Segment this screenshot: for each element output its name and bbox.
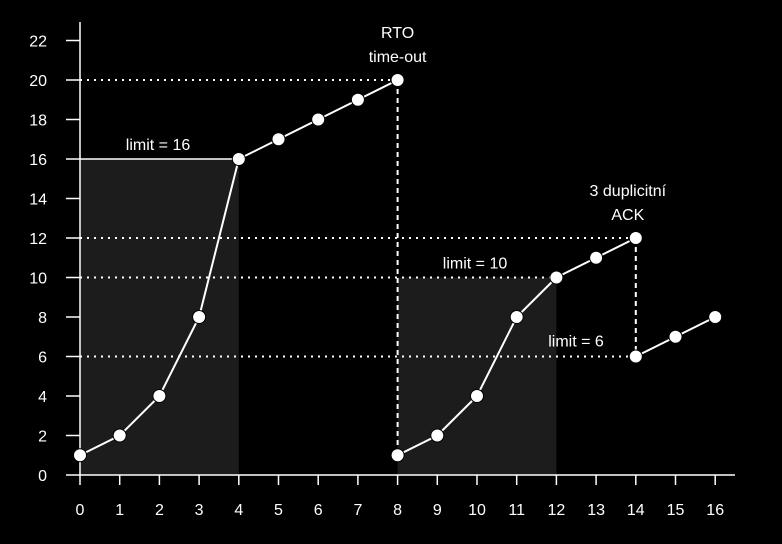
- annotation-0-line-1: time-out: [369, 49, 427, 66]
- data-point-s2-1: [668, 329, 683, 344]
- data-point-s0-2: [152, 389, 167, 403]
- y-tick-label-6: 6: [38, 350, 47, 367]
- y-tick-label-2: 2: [38, 429, 47, 446]
- shaded-region-0: [80, 159, 239, 475]
- annotations: limit = 16 limit = 10 limit = 6 RTO time-out…: [126, 25, 667, 351]
- data-point-s2-0: [628, 349, 643, 364]
- y-tick-label-10: 10: [29, 271, 47, 288]
- data-point-s1-3: [509, 310, 524, 324]
- data-point-s0-8: [390, 73, 405, 87]
- data-point-s1-2: [470, 389, 484, 403]
- x-tick-label-3: 3: [195, 502, 204, 519]
- y-tick-label-0: 0: [38, 468, 47, 485]
- x-tick-label-1: 1: [115, 502, 124, 519]
- threshold-label-0: limit = 16: [126, 137, 191, 154]
- threshold-label-1: limit = 10: [443, 256, 508, 273]
- x-tick-label-10: 10: [468, 502, 486, 519]
- data-point-s1-0: [390, 448, 405, 463]
- data-point-s0-5: [271, 132, 286, 147]
- x-tick-label-4: 4: [234, 502, 243, 519]
- data-point-s0-7: [350, 92, 365, 107]
- data-point-s1-1: [430, 428, 445, 443]
- y-tick-label-14: 14: [29, 192, 47, 209]
- x-tick-label-12: 12: [548, 502, 566, 519]
- x-tick-label-15: 15: [667, 502, 685, 519]
- data-point-s0-3: [192, 310, 207, 324]
- x-tick-label-6: 6: [314, 502, 323, 519]
- reference-lines: [80, 79, 637, 456]
- annotation-1-line-1: ACK: [611, 207, 644, 224]
- annotation-1-line-0: 3 duplicitní: [590, 183, 667, 200]
- threshold-label-2: limit = 6: [548, 334, 604, 351]
- x-tick-label-11: 11: [508, 502, 525, 519]
- data-point-s0-6: [311, 112, 326, 127]
- x-tick-label-5: 5: [274, 502, 283, 519]
- y-tick-label-18: 18: [29, 113, 47, 130]
- x-tick-label-0: 0: [76, 502, 85, 519]
- data-point-s2-2: [708, 310, 723, 324]
- shaded-region-1: [397, 277, 557, 475]
- data-point-s1-4: [549, 270, 564, 285]
- annotation-0-line-0: RTO: [381, 25, 414, 42]
- data-point-s0-0: [73, 448, 87, 463]
- data-point-s0-4: [231, 152, 246, 166]
- y-tick-label-12: 12: [29, 231, 47, 248]
- y-tick-label-20: 20: [29, 73, 47, 90]
- shaded-regions: [80, 159, 557, 475]
- x-tick-label-7: 7: [353, 502, 362, 519]
- y-tick-label-16: 16: [29, 152, 47, 169]
- data-point-s0-1: [112, 428, 127, 443]
- data-points: [73, 73, 723, 463]
- y-tick-label-4: 4: [38, 389, 47, 406]
- x-tick-label-14: 14: [627, 502, 645, 519]
- x-tick-label-13: 13: [587, 502, 605, 519]
- y-tick-label-8: 8: [38, 310, 47, 327]
- x-tick-label-8: 8: [393, 502, 402, 519]
- x-tick-label-9: 9: [433, 502, 442, 519]
- data-point-s1-6: [628, 231, 643, 245]
- data-point-s1-5: [589, 250, 604, 265]
- y-tick-label-22: 22: [29, 34, 47, 51]
- x-tick-label-16: 16: [706, 502, 724, 519]
- x-tick-label-2: 2: [155, 502, 164, 519]
- axes: 0 1 2 3 4 5 6 7 8 9 10 11 12 13 14 15 160246810121416182…: [29, 22, 735, 519]
